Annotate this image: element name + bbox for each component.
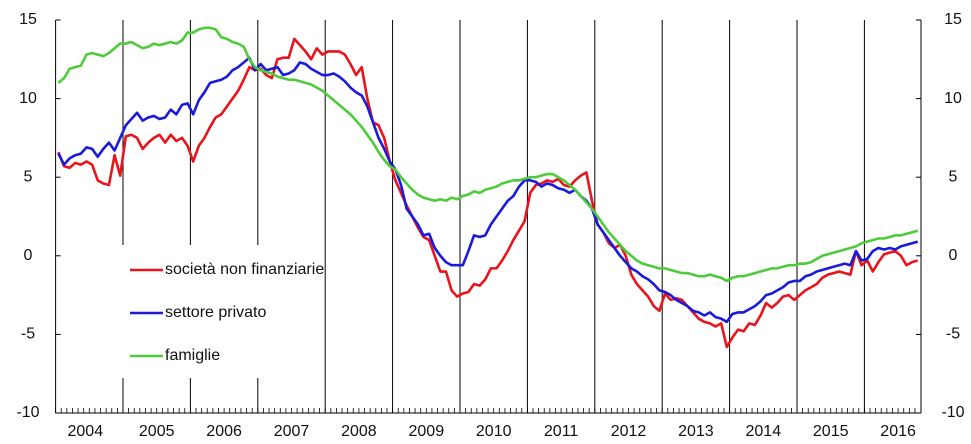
x-tick-label: 2012 xyxy=(611,423,647,440)
y2-tick-label: 10 xyxy=(944,90,962,107)
y2-tick-label: -5 xyxy=(946,326,960,343)
x-tick-label: 2014 xyxy=(746,423,782,440)
x-tick-label: 2013 xyxy=(678,423,714,440)
y-tick-label: 5 xyxy=(24,168,33,185)
legend-label: società non finanziarie xyxy=(165,261,324,278)
series-line xyxy=(57,56,919,324)
x-tick-label: 2015 xyxy=(813,423,849,440)
y-tick-label: -10 xyxy=(16,404,39,421)
x-tick-label: 2011 xyxy=(544,423,579,440)
x-tick-label: 2010 xyxy=(476,423,512,440)
legend-label: settore privato xyxy=(165,304,266,321)
y2-tick-label: 15 xyxy=(944,11,962,28)
x-tick-label: 2005 xyxy=(139,423,175,440)
x-tick-label: 2009 xyxy=(409,423,445,440)
y2-tick-label: -10 xyxy=(941,404,964,421)
x-tick-label: 2007 xyxy=(274,423,310,440)
y-tick-label: -5 xyxy=(21,326,35,343)
x-tick-label: 2016 xyxy=(880,423,916,440)
y-tick-label: 15 xyxy=(19,11,37,28)
y-tick-label: 0 xyxy=(24,247,33,264)
series-line xyxy=(57,26,919,283)
y-tick-label: 10 xyxy=(19,90,37,107)
y2-tick-label: 0 xyxy=(949,247,958,264)
series-line xyxy=(57,37,919,349)
x-tick-label: 2006 xyxy=(206,423,242,440)
legend-label: famiglie xyxy=(165,347,220,364)
y2-tick-label: 5 xyxy=(949,168,958,185)
x-tick-label: 2004 xyxy=(68,423,104,440)
x-tick-label: 2008 xyxy=(341,423,377,440)
